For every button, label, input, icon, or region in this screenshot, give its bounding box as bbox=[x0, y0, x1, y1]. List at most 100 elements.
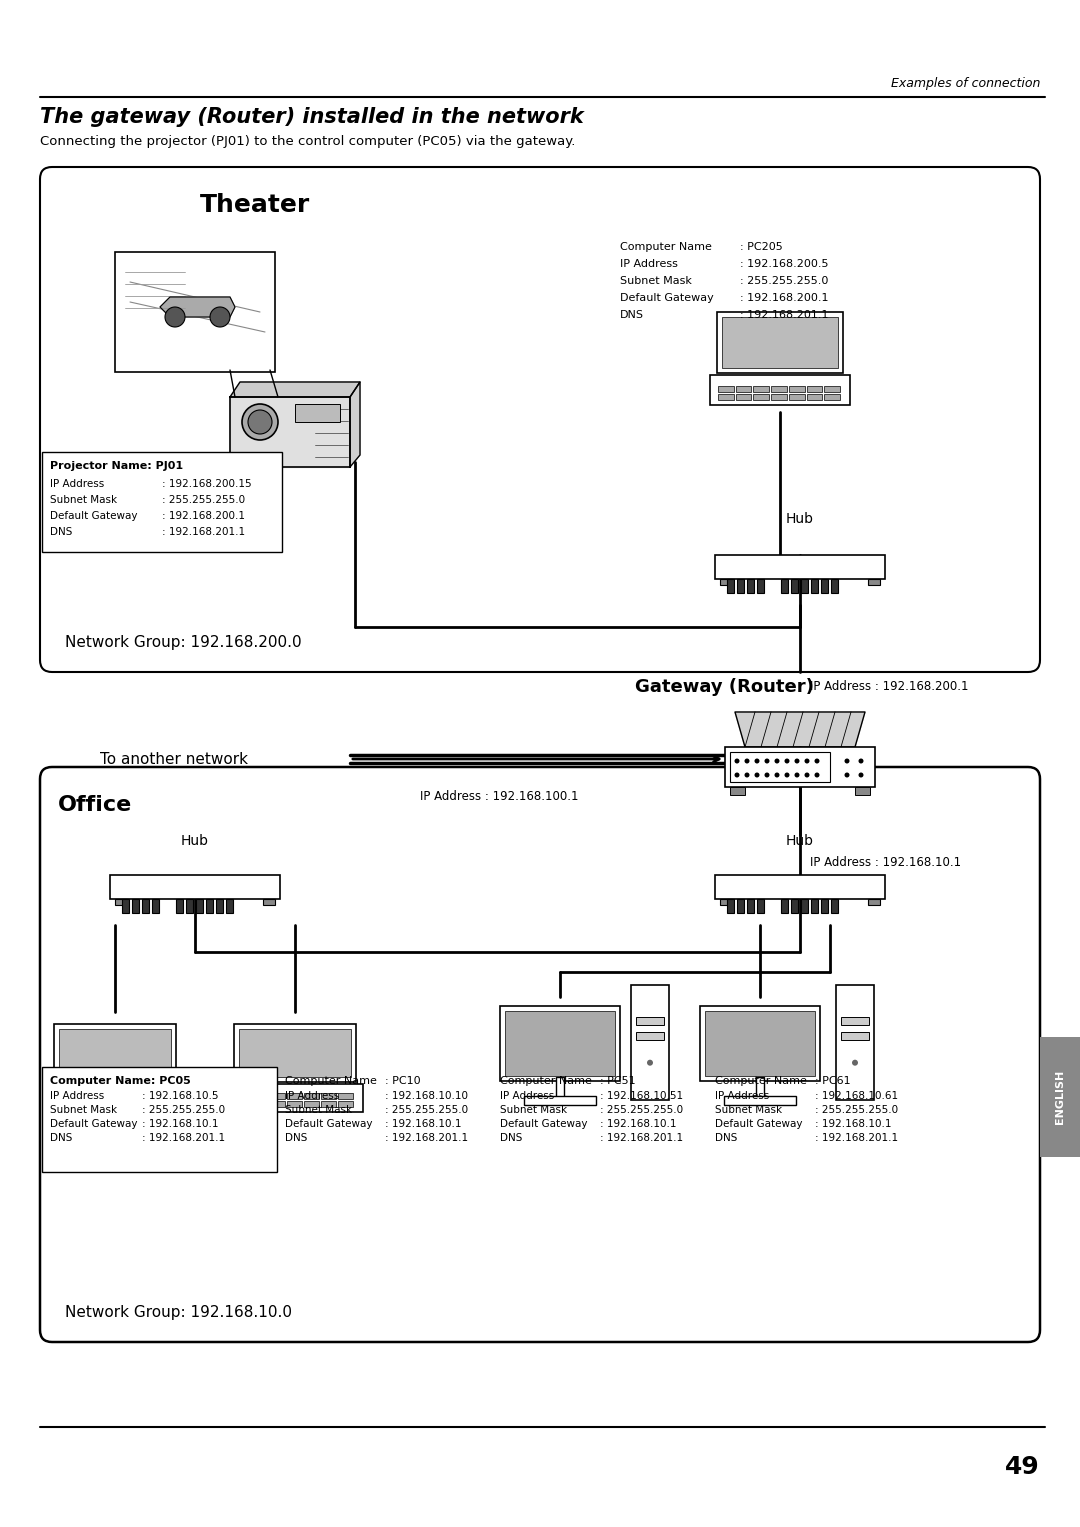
Circle shape bbox=[814, 773, 820, 777]
Bar bbox=[90, 1101, 105, 1107]
Text: DNS: DNS bbox=[50, 1133, 72, 1144]
Bar bbox=[718, 385, 733, 391]
Bar bbox=[821, 579, 828, 592]
Bar bbox=[123, 1093, 138, 1099]
Polygon shape bbox=[350, 382, 360, 467]
Bar bbox=[840, 1017, 869, 1025]
Bar bbox=[781, 899, 788, 913]
Bar bbox=[788, 385, 805, 391]
Bar bbox=[735, 394, 752, 400]
Text: : 192.168.201.1: : 192.168.201.1 bbox=[740, 310, 828, 321]
Circle shape bbox=[755, 759, 759, 764]
Text: : PC10: : PC10 bbox=[384, 1077, 420, 1086]
Circle shape bbox=[845, 759, 850, 764]
Bar bbox=[235, 1101, 251, 1107]
Text: IP Address: IP Address bbox=[50, 479, 105, 489]
Circle shape bbox=[248, 411, 272, 434]
Text: : 192.168.201.1: : 192.168.201.1 bbox=[141, 1133, 225, 1144]
Bar bbox=[234, 1025, 355, 1083]
Text: Default Gateway: Default Gateway bbox=[500, 1119, 588, 1128]
Text: : 255.255.255.0: : 255.255.255.0 bbox=[162, 495, 245, 505]
Text: Gateway (Router): Gateway (Router) bbox=[635, 678, 814, 696]
Bar bbox=[253, 1093, 268, 1099]
Bar bbox=[158, 1093, 173, 1099]
Text: Computer Name: Computer Name bbox=[715, 1077, 807, 1086]
Circle shape bbox=[795, 773, 799, 777]
Text: Default Gateway: Default Gateway bbox=[285, 1119, 373, 1128]
Bar bbox=[730, 786, 745, 796]
Bar bbox=[756, 1078, 764, 1098]
Circle shape bbox=[774, 759, 780, 764]
Bar bbox=[836, 985, 874, 1099]
Text: Subnet Mask: Subnet Mask bbox=[50, 495, 117, 505]
Bar bbox=[500, 1006, 620, 1081]
Bar bbox=[152, 899, 159, 913]
Bar bbox=[321, 1093, 336, 1099]
Bar bbox=[524, 1096, 596, 1104]
Text: Hub: Hub bbox=[181, 834, 210, 847]
Bar bbox=[715, 875, 885, 899]
Bar bbox=[42, 452, 282, 551]
Bar bbox=[176, 899, 183, 913]
Text: : 192.168.201.1: : 192.168.201.1 bbox=[162, 527, 245, 538]
Bar bbox=[757, 579, 764, 592]
Bar bbox=[141, 899, 149, 913]
Text: : PC61: : PC61 bbox=[815, 1077, 851, 1086]
Text: : PC51: : PC51 bbox=[600, 1077, 636, 1086]
Bar bbox=[757, 899, 764, 913]
Bar bbox=[48, 1084, 183, 1112]
Bar bbox=[72, 1093, 87, 1099]
Bar bbox=[286, 1093, 301, 1099]
Text: : 192.168.201.1: : 192.168.201.1 bbox=[384, 1133, 468, 1144]
Text: Computer Name: PC05: Computer Name: PC05 bbox=[50, 1077, 191, 1086]
Bar bbox=[754, 385, 769, 391]
Bar bbox=[631, 985, 669, 1099]
Bar bbox=[235, 1093, 251, 1099]
Text: Subnet Mask: Subnet Mask bbox=[500, 1106, 567, 1115]
Bar bbox=[123, 1101, 138, 1107]
Bar bbox=[270, 1101, 284, 1107]
Text: : 192.168.10.1: : 192.168.10.1 bbox=[600, 1119, 676, 1128]
Text: Computer Name: Computer Name bbox=[620, 241, 712, 252]
Circle shape bbox=[755, 773, 759, 777]
Text: : 192.168.10.1: : 192.168.10.1 bbox=[815, 1119, 891, 1128]
Bar bbox=[720, 899, 732, 906]
Circle shape bbox=[859, 773, 864, 777]
Text: : 192.168.201.1: : 192.168.201.1 bbox=[600, 1133, 684, 1144]
Bar bbox=[710, 376, 850, 405]
Bar bbox=[705, 1011, 814, 1077]
Text: IP Address : 192.168.10.1: IP Address : 192.168.10.1 bbox=[810, 855, 961, 869]
Bar bbox=[140, 1101, 156, 1107]
Text: 49: 49 bbox=[1005, 1455, 1040, 1480]
Bar bbox=[824, 394, 840, 400]
Bar bbox=[321, 1101, 336, 1107]
Bar bbox=[831, 899, 838, 913]
Bar bbox=[807, 385, 822, 391]
Circle shape bbox=[647, 1060, 653, 1066]
Bar bbox=[725, 1096, 796, 1104]
Bar bbox=[855, 786, 870, 796]
Bar bbox=[747, 579, 754, 592]
Text: : 255.255.255.0: : 255.255.255.0 bbox=[740, 276, 828, 286]
Bar bbox=[295, 405, 340, 421]
Circle shape bbox=[165, 307, 185, 327]
Bar bbox=[801, 579, 808, 592]
Bar bbox=[556, 1078, 564, 1098]
Circle shape bbox=[774, 773, 780, 777]
Bar bbox=[270, 1093, 284, 1099]
Text: Default Gateway: Default Gateway bbox=[715, 1119, 802, 1128]
Bar bbox=[505, 1011, 615, 1077]
Text: DNS: DNS bbox=[50, 527, 72, 538]
Bar bbox=[791, 579, 798, 592]
Circle shape bbox=[765, 773, 769, 777]
Bar bbox=[771, 385, 787, 391]
Bar bbox=[206, 899, 213, 913]
Bar bbox=[55, 1101, 70, 1107]
Text: : 255.255.255.0: : 255.255.255.0 bbox=[815, 1106, 899, 1115]
Circle shape bbox=[765, 759, 769, 764]
Bar bbox=[55, 1093, 70, 1099]
Bar bbox=[723, 318, 838, 368]
Text: IP Address: IP Address bbox=[285, 1090, 339, 1101]
Text: IP Address : 192.168.200.1: IP Address : 192.168.200.1 bbox=[810, 681, 969, 693]
Text: Computer Name: Computer Name bbox=[285, 1077, 377, 1086]
